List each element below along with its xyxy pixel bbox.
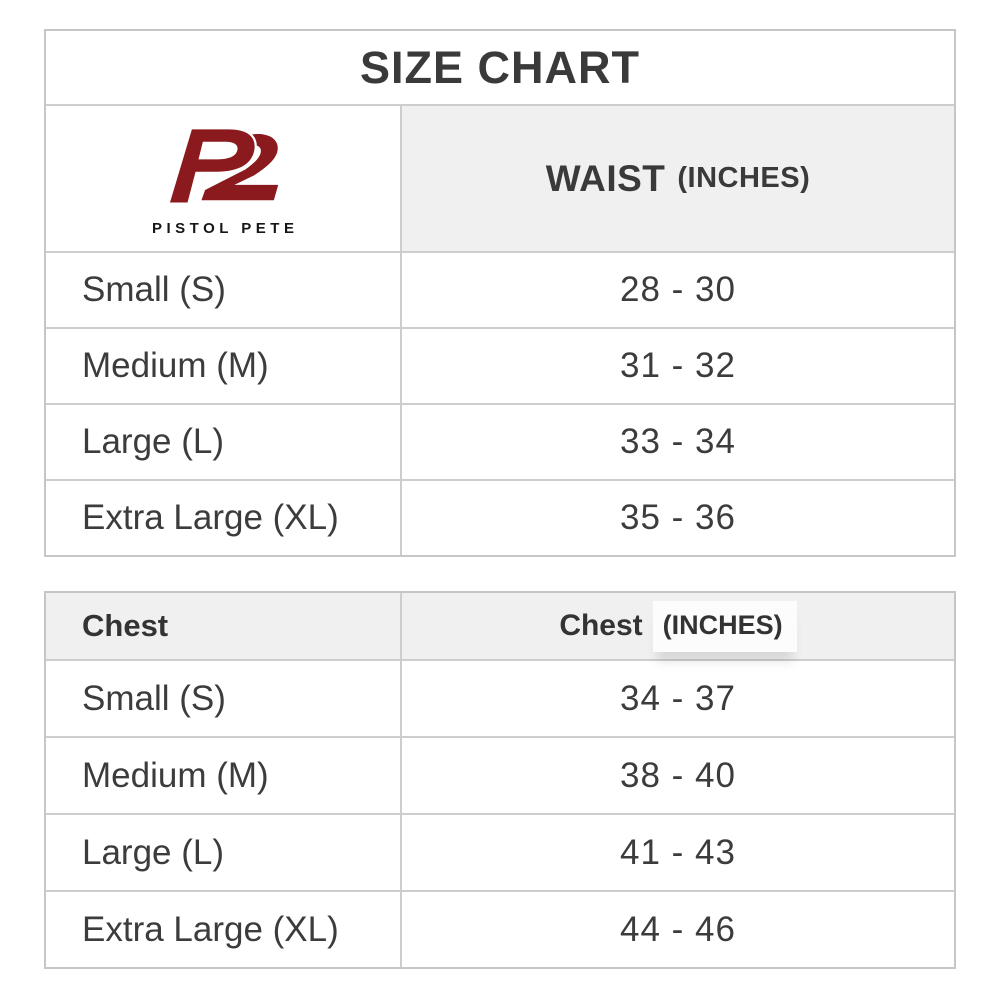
waist-size-table: SIZE CHART PISTOL PETE WAIST (INCHES) Sm… <box>44 29 956 557</box>
page-title: SIZE CHART <box>360 41 640 93</box>
table-row: Small (S) 34 - 37 <box>46 659 954 736</box>
waist-inches-unit-label: (INCHES) <box>677 162 811 194</box>
size-cell: Large (L) <box>82 832 225 872</box>
size-cell: Small (S) <box>82 678 226 718</box>
table-row: Large (L) 33 - 34 <box>46 403 954 479</box>
brand-logo-cell: PISTOL PETE <box>46 106 400 251</box>
chest-header-left-cell: Chest <box>46 593 400 659</box>
range-cell: 34 - 37 <box>400 661 954 736</box>
size-cell: Extra Large (XL) <box>82 498 339 537</box>
waist-header-label: WAIST <box>545 157 666 199</box>
chest-header-cell: Chest (INCHES) <box>400 593 954 659</box>
range-cell: 44 - 46 <box>400 892 954 967</box>
size-cell: Medium (M) <box>82 346 269 385</box>
logo-glyph-p <box>167 126 257 205</box>
table-row: Medium (M) 38 - 40 <box>46 736 954 813</box>
range-cell: 38 - 40 <box>400 738 954 813</box>
title-row: SIZE CHART <box>46 31 954 104</box>
brand-name: PISTOL PETE <box>152 219 299 237</box>
p2-logo-icon <box>167 126 279 205</box>
range-cell: 31 - 32 <box>400 329 954 403</box>
table-row: Medium (M) 31 - 32 <box>46 327 954 403</box>
chest-header-label: Chest <box>559 609 643 642</box>
size-cell: Large (L) <box>82 422 225 461</box>
size-cell: Extra Large (XL) <box>82 909 339 949</box>
chest-size-table: Chest Chest (INCHES) Small (S) 34 - 37 M… <box>44 591 956 969</box>
chest-header-row: Chest Chest (INCHES) <box>46 593 954 659</box>
size-cell: Medium (M) <box>82 755 269 795</box>
waist-header-cell: WAIST (INCHES) <box>400 106 954 251</box>
logo-glyph-2 <box>201 133 279 200</box>
chest-inches-unit-label: (INCHES) <box>652 600 797 652</box>
table-row: Small (S) 28 - 30 <box>46 251 954 327</box>
range-cell: 35 - 36 <box>400 481 954 555</box>
table-row: Extra Large (XL) 35 - 36 <box>46 479 954 555</box>
size-cell: Small (S) <box>82 270 226 309</box>
table-row: Large (L) 41 - 43 <box>46 813 954 890</box>
table-row: Extra Large (XL) 44 - 46 <box>46 890 954 967</box>
waist-header-row: PISTOL PETE WAIST (INCHES) <box>46 104 954 251</box>
range-cell: 33 - 34 <box>400 405 954 479</box>
range-cell: 41 - 43 <box>400 815 954 890</box>
range-cell: 28 - 30 <box>400 253 954 327</box>
